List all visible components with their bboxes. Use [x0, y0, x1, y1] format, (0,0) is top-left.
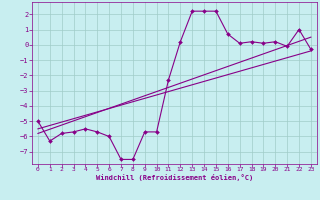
X-axis label: Windchill (Refroidissement éolien,°C): Windchill (Refroidissement éolien,°C) [96, 174, 253, 181]
